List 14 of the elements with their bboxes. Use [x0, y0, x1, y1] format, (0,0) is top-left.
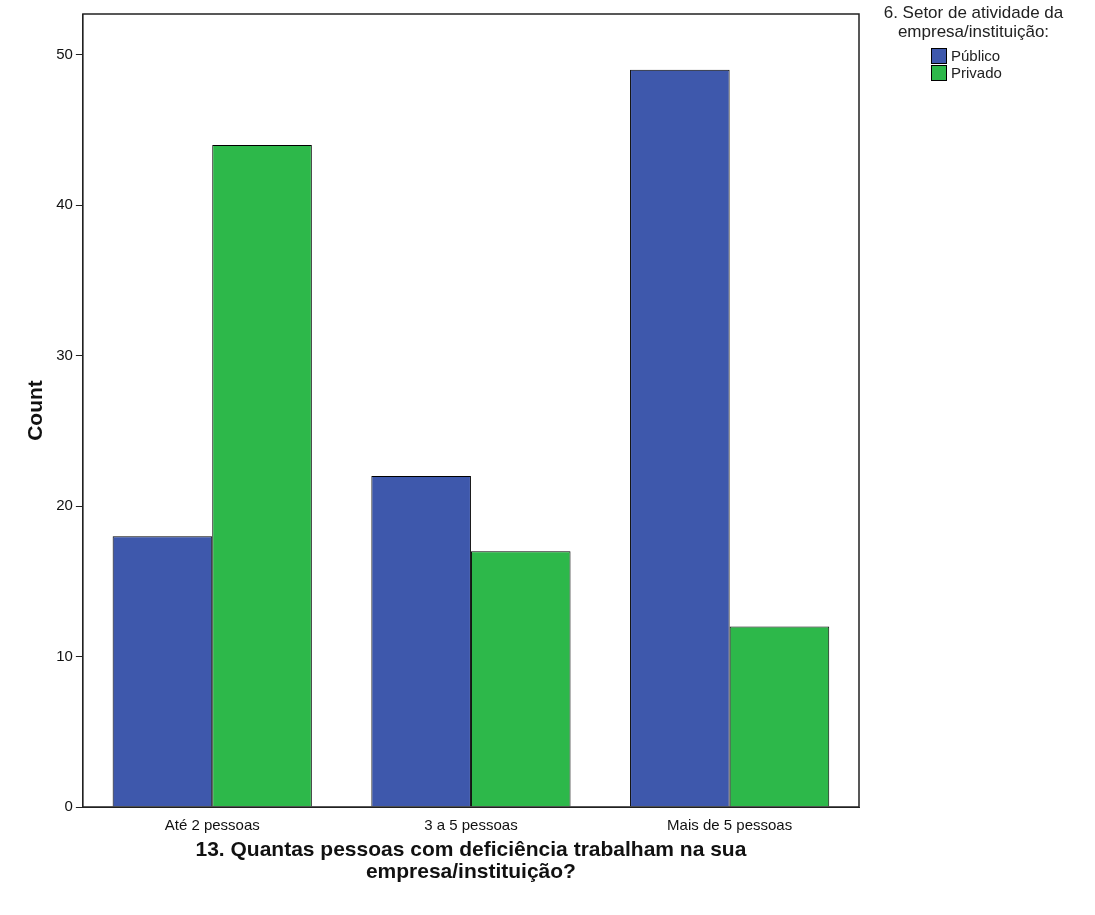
x-tick-label: 3 a 5 pessoas	[424, 816, 518, 834]
x-tick-label: Até 2 pessoas	[164, 816, 260, 834]
y-axis-title: Count	[23, 380, 47, 441]
legend-title: 6. Setor de atividade da empresa/instituição:	[882, 3, 1065, 42]
y-tick-label: 0	[64, 797, 73, 815]
y-tick-label: 30	[56, 345, 73, 363]
x-tick-label: Mais de 5 pessoas	[667, 816, 793, 834]
x-axis-title: 13. Quantas pessoas com deficiência trabalham na sua empresa/instituição?	[194, 837, 748, 883]
legend-label: Privado	[951, 64, 1002, 82]
y-tick-label: 10	[56, 646, 73, 664]
y-tick-label: 40	[56, 195, 73, 213]
legend-label: Público	[951, 47, 1001, 65]
y-tick-label: 50	[56, 44, 73, 62]
y-tick-label: 20	[56, 496, 73, 514]
